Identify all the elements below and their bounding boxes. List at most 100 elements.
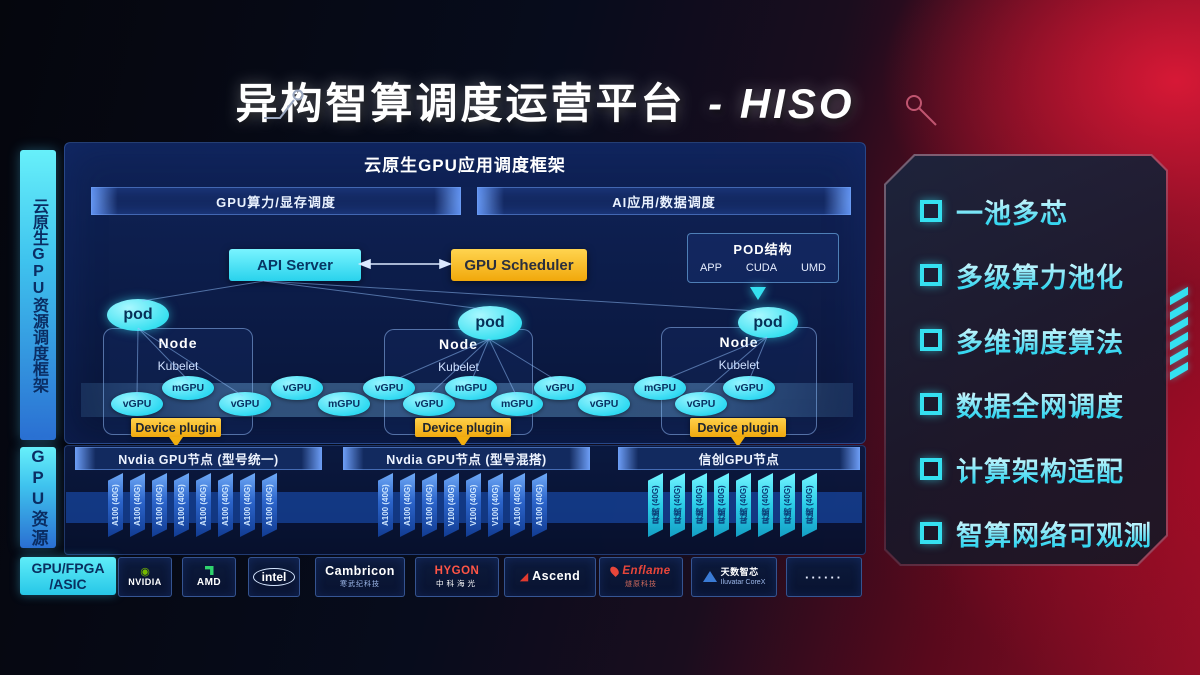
hazard-stripes-decoration	[1170, 286, 1188, 381]
rail-cloud-native-gpu-framework: 云原生GPU资源调度框架	[20, 150, 56, 440]
gpu-card: A100 (40G)	[174, 473, 189, 537]
pod-1: pod	[107, 299, 169, 331]
pod-structure-box: POD结构 APP CUDA UMD	[687, 233, 839, 283]
ascend-logo-icon: ◢	[519, 570, 529, 583]
pod-structure-title: POD结构	[733, 242, 793, 257]
gpu-group-header-1: Nvdia GPU节点 (型号统一)	[75, 447, 322, 470]
page-title: 异构智算调度运营平台 - HISO	[0, 70, 1090, 131]
gpu-card: A100 (40G)	[400, 473, 415, 537]
square-bullet-icon	[920, 329, 942, 351]
pod-item-cuda: CUDA	[745, 262, 778, 274]
vendor-nvidia: ◉ NVIDIA	[118, 557, 172, 597]
hardware-types-label: GPU/FPGA /ASIC	[20, 557, 116, 595]
gpu-unit: vGPU	[534, 376, 586, 400]
amd-logo-icon	[204, 566, 214, 575]
gpu-unit: mGPU	[318, 392, 370, 416]
gpu-card: A100 (40G)	[218, 473, 233, 537]
gpu-unit: mGPU	[491, 392, 543, 416]
pod-item-app: APP	[699, 262, 722, 274]
square-bullet-icon	[920, 200, 942, 222]
gpu-card: 昇腾 (40G)	[780, 473, 795, 537]
gpu-card-group-3: 昇腾 (40G) 昇腾 (40G) 昇腾 (40G) 昇腾 (40G) 昇腾 (…	[648, 473, 817, 537]
features-panel: 一池多芯 多级算力池化 多维调度算法 数据全网调度 计算架构适配 智算网络可观测	[884, 154, 1168, 566]
device-plugin-arrow-icon	[456, 437, 470, 447]
square-bullet-icon	[920, 458, 942, 480]
framework-title: 云原生GPU应用调度框架	[364, 156, 566, 175]
gpu-card: 昇腾 (40G)	[670, 473, 685, 537]
gpu-unit: mGPU	[445, 376, 497, 400]
gpu-card: A100 (40G)	[262, 473, 277, 537]
vendor-hygon: HYGON 中科海光	[415, 557, 499, 597]
page-title-cn: 异构智算调度运营平台	[235, 80, 686, 127]
lane-ai-data-scheduling: AI应用/数据调度	[477, 187, 851, 215]
gpu-group-header-2: Nvdia GPU节点 (型号混搭)	[343, 447, 590, 470]
enflame-logo-icon	[608, 565, 621, 578]
lane-gpu-compute-scheduling: GPU算力/显存调度	[91, 187, 461, 215]
gpu-card: 昇腾 (40G)	[714, 473, 729, 537]
iluvatar-logo-icon	[702, 571, 717, 583]
gpu-card: A100 (40G)	[532, 473, 547, 537]
node-label: Node	[158, 335, 198, 351]
device-plugin-arrow-icon	[731, 437, 745, 447]
gpu-card: A100 (40G)	[240, 473, 255, 537]
vendor-ascend: ◢ Ascend	[504, 557, 596, 597]
nvidia-logo-icon: ◉	[140, 565, 150, 578]
pod-2: pod	[458, 306, 522, 340]
gpu-card: 昇腾 (40G)	[802, 473, 817, 537]
rail-gpu-resource: GPU资源	[20, 447, 56, 548]
gpu-card: 昇腾 (40G)	[692, 473, 707, 537]
vendor-more: ······	[786, 557, 862, 597]
gpu-card: A100 (40G)	[422, 473, 437, 537]
vendor-iluvatar: 天数智芯 Iluvatar CoreX	[691, 557, 777, 597]
gpu-unit: mGPU	[634, 376, 686, 400]
gpu-card: V100 (40G)	[466, 473, 481, 537]
gpu-unit: vGPU	[675, 392, 727, 416]
kubelet-label: Kubelet	[438, 360, 479, 374]
gpu-card-group-1: A100 (40G) A100 (40G) A100 (40G) A100 (4…	[108, 473, 277, 537]
feature-item: 智算网络可观测	[920, 515, 1152, 551]
vendor-cambricon: Cambricon 寒武纪科技	[315, 557, 405, 597]
node-label: Node	[439, 336, 478, 352]
vendor-intel: intel	[248, 557, 300, 597]
gpu-scheduler-box: GPU Scheduler	[451, 249, 587, 281]
magnifier-decoration-icon	[906, 95, 937, 126]
gpu-card: A100 (40G)	[152, 473, 167, 537]
square-bullet-icon	[920, 264, 942, 286]
feature-item: 多级算力池化	[920, 257, 1124, 293]
api-server-box: API Server	[229, 249, 361, 281]
gpu-unit: vGPU	[578, 392, 630, 416]
gpu-card: A100 (40G)	[130, 473, 145, 537]
pod-item-umd: UMD	[800, 262, 827, 274]
page-title-en: - HISO	[708, 80, 855, 127]
gpu-unit: vGPU	[723, 376, 775, 400]
gpu-card: A100 (40G)	[108, 473, 123, 537]
gpu-group-header-3: 信创GPU节点	[618, 447, 860, 470]
feature-item: 计算架构适配	[920, 451, 1124, 487]
circuit-decoration-icon	[264, 89, 304, 119]
feature-item: 多维调度算法	[920, 322, 1124, 358]
gpu-card: A100 (40G)	[378, 473, 393, 537]
gpu-card: A100 (40G)	[196, 473, 211, 537]
features-panel-inner: 一池多芯 多级算力池化 多维调度算法 数据全网调度 计算架构适配 智算网络可观测	[886, 156, 1166, 564]
vendor-enflame: Enflame 燧原科技	[599, 557, 683, 597]
intel-logo-icon: intel	[252, 568, 296, 586]
gpu-card: V100 (40G)	[488, 473, 503, 537]
pod-3: pod	[738, 307, 798, 338]
device-plugin-1: Device plugin	[131, 418, 221, 437]
gpu-card: 昇腾 (40G)	[648, 473, 663, 537]
kubelet-label: Kubelet	[157, 359, 199, 373]
feature-item: 数据全网调度	[920, 386, 1124, 422]
device-plugin-2: Device plugin	[415, 418, 511, 437]
gpu-card: 昇腾 (40G)	[736, 473, 751, 537]
feature-item: 一池多芯	[920, 193, 1068, 229]
pod-structure-down-arrow-icon	[750, 287, 766, 300]
gpu-unit: vGPU	[111, 392, 163, 416]
gpu-card: V100 (40G)	[444, 473, 459, 537]
device-plugin-arrow-icon	[169, 437, 183, 447]
gpu-card: A100 (40G)	[510, 473, 525, 537]
kubelet-label: Kubelet	[718, 358, 760, 372]
gpu-unit: vGPU	[219, 392, 271, 416]
square-bullet-icon	[920, 393, 942, 415]
gpu-unit: vGPU	[403, 392, 455, 416]
